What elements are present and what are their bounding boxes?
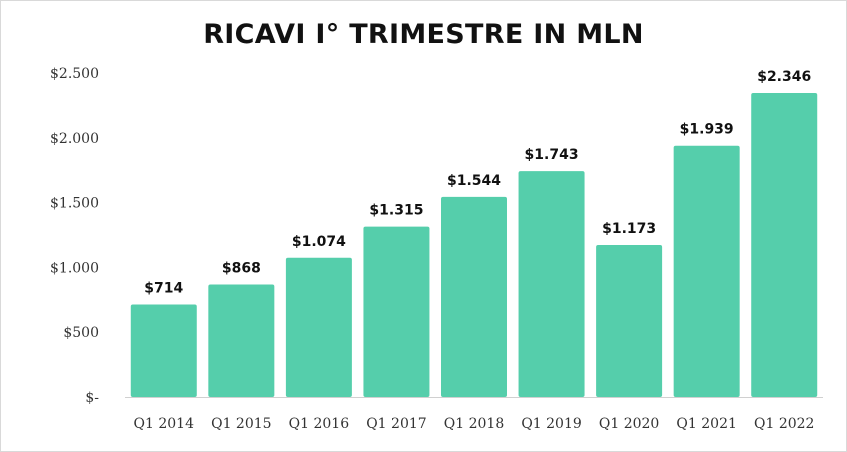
data-label: $714: [144, 280, 183, 296]
data-label: $2.346: [757, 69, 811, 85]
bar: [751, 92, 818, 397]
data-label: $1.074: [292, 234, 346, 250]
y-tick-label: $2.000: [50, 131, 99, 147]
x-tick-label: Q1 2016: [289, 416, 350, 432]
x-tick-label: Q1 2017: [366, 416, 426, 432]
data-label: $1.743: [525, 147, 579, 163]
bars: [130, 92, 818, 397]
bar: [285, 257, 352, 397]
bar: [518, 171, 585, 397]
bar: [208, 284, 275, 397]
x-tick-label: Q1 2022: [754, 416, 814, 432]
bar: [596, 244, 663, 397]
data-label: $1.173: [602, 221, 656, 237]
chart-title: RICAVI I° TRIMESTRE IN MLN: [203, 19, 644, 50]
x-tick-label: Q1 2014: [134, 416, 195, 432]
x-tick-label: Q1 2015: [211, 416, 271, 432]
bar: [130, 304, 197, 397]
data-label: $1.544: [447, 173, 501, 189]
y-tick-label: $1.500: [50, 196, 99, 212]
data-label: $1.939: [680, 122, 734, 138]
bar: [673, 145, 740, 397]
x-axis: Q1 2014 Q1 2015 Q1 2016 Q1 2017 Q1 2018 Q1 20…: [134, 416, 815, 432]
x-tick-label: Q1 2020: [599, 416, 659, 432]
y-tick-label: $2.500: [50, 66, 99, 82]
data-label: $1.315: [369, 203, 423, 219]
y-tick-label: $1.000: [50, 260, 99, 276]
y-axis: $- $500 $1.000 $1.500 $2.000 $2.500: [50, 66, 99, 406]
y-tick-label: $500: [63, 325, 99, 341]
bar: [441, 196, 507, 397]
data-label: $868: [222, 261, 261, 277]
x-tick-label: Q1 2018: [444, 416, 504, 432]
bar: [363, 226, 430, 397]
x-tick-label: Q1 2021: [676, 416, 736, 432]
data-labels: $714 $868 $1.074 $1.315 $1.544 $1.743 $1.173 $1…: [144, 69, 811, 297]
y-tick-label: $-: [85, 390, 99, 406]
x-tick-label: Q1 2019: [521, 416, 581, 432]
